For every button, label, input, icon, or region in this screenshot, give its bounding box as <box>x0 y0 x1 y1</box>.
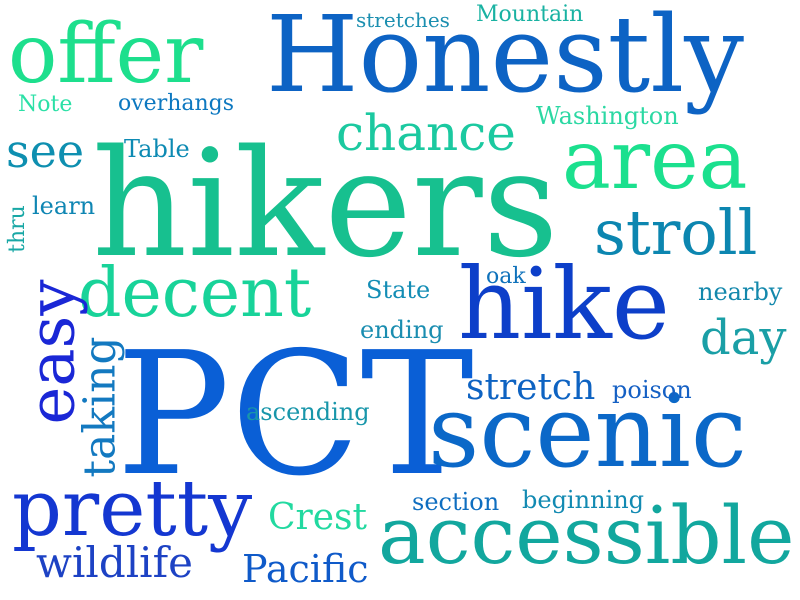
word-see: see <box>6 124 85 178</box>
word-overhangs: overhangs <box>118 91 235 116</box>
word-state: State <box>366 276 431 304</box>
word-offer: offer <box>8 7 204 102</box>
word-poison: poison <box>612 376 692 404</box>
word-pacific: Pacific <box>242 547 369 591</box>
word-pretty: pretty <box>12 464 253 554</box>
word-scenic: scenic <box>428 373 747 490</box>
word-stretches: stretches <box>356 8 450 32</box>
word-hike: hike <box>458 248 670 362</box>
word-wildlife: wildlife <box>36 538 193 587</box>
word-beginning: beginning <box>522 486 645 514</box>
word-stretch: stretch <box>466 367 596 408</box>
word-honestly: Honestly <box>266 0 745 116</box>
word-decent: decent <box>78 254 312 333</box>
word-area: area <box>562 113 748 208</box>
word-crest: Crest <box>268 497 367 538</box>
word-washington: Washington <box>536 102 679 130</box>
word-note: Note <box>18 92 73 117</box>
word-pct: PCT <box>116 316 474 514</box>
word-learn: learn <box>32 192 96 220</box>
word-accessible: accessible <box>378 489 795 582</box>
word-ending: ending <box>360 316 444 344</box>
word-chance: chance <box>336 104 516 162</box>
word-thru: thru <box>4 205 30 253</box>
word-nearby: nearby <box>698 278 783 306</box>
word-section: section <box>412 488 500 516</box>
word-oak: oak <box>486 264 526 289</box>
word-ascending: ascending <box>246 398 370 426</box>
word-taking: taking <box>74 336 126 478</box>
word-stroll: stroll <box>594 196 758 269</box>
word-hikers: hikers <box>92 118 559 290</box>
word-mountain: Mountain <box>476 2 584 27</box>
word-day: day <box>700 310 787 366</box>
word-table: Table <box>124 135 190 163</box>
